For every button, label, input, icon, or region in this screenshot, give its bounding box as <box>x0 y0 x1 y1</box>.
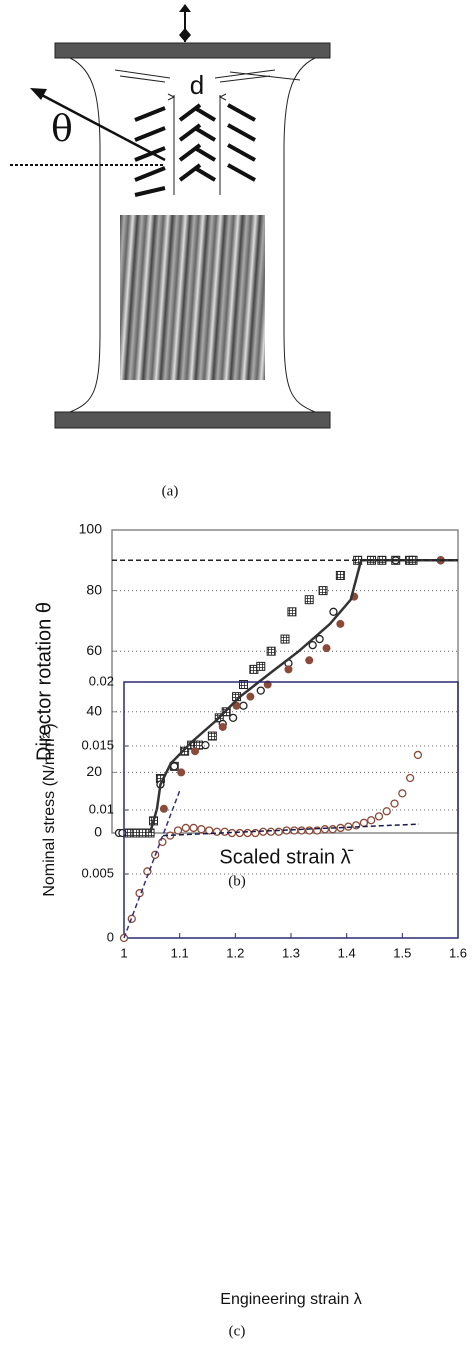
x-tick-label: 1.2 <box>226 945 244 960</box>
marker <box>256 661 266 671</box>
marker <box>374 812 384 821</box>
marker <box>335 570 345 580</box>
marker <box>189 823 198 833</box>
marker <box>266 827 276 836</box>
marker <box>243 828 252 838</box>
y-tick-label: 80 <box>86 581 102 597</box>
sample-edge <box>283 57 316 413</box>
x-tick-label: 1.3 <box>282 945 300 960</box>
marker <box>181 823 190 833</box>
arrow-head <box>179 4 191 42</box>
marker <box>246 692 255 701</box>
marker <box>212 827 222 836</box>
marker <box>201 740 210 750</box>
marker <box>367 816 376 825</box>
theta-label: θ <box>51 109 73 150</box>
diagram: d θ (a) <box>10 4 331 499</box>
x-tick-label: 1.4 <box>338 945 356 960</box>
marker <box>328 825 337 834</box>
marker <box>329 607 338 616</box>
director-lines <box>114 69 301 83</box>
spacing-label: d <box>190 70 204 100</box>
marker <box>173 826 183 835</box>
marker <box>205 826 214 835</box>
marker <box>336 619 345 628</box>
marker <box>170 762 179 771</box>
marker <box>256 686 265 695</box>
y-tick-label: 100 <box>79 521 103 537</box>
y-tick-label: 0.005 <box>81 865 114 880</box>
spacing-arrow <box>167 93 227 101</box>
marker <box>351 821 361 830</box>
director-dashes <box>134 103 256 197</box>
marker <box>382 807 391 816</box>
marker <box>177 768 186 777</box>
y-tick-label: 60 <box>86 642 102 658</box>
marker <box>305 656 314 665</box>
marker <box>274 827 283 836</box>
texture-image <box>120 215 265 380</box>
y-tick-label: 0 <box>107 929 114 944</box>
marker <box>266 646 276 656</box>
x-axis-label: Scaled strain λ̄ <box>219 846 353 868</box>
x-tick-label: 1.1 <box>171 945 189 960</box>
marker <box>238 680 248 690</box>
y-axis-label: Nominal stress (N/mm² ) <box>41 723 58 896</box>
marker <box>239 701 248 710</box>
marker <box>304 595 314 605</box>
y-axis-label: Director rotation θ <box>33 602 55 761</box>
caption: (c) <box>229 1323 246 1339</box>
marker <box>322 644 331 653</box>
marker <box>413 750 423 760</box>
marker <box>220 827 229 836</box>
x-tick-label: 1 <box>120 945 127 960</box>
caption: (a) <box>162 483 179 499</box>
marker <box>180 746 190 756</box>
marker <box>315 634 324 644</box>
marker <box>390 799 399 808</box>
series-line <box>123 790 181 939</box>
plot-frame <box>123 681 459 939</box>
marker <box>305 826 314 835</box>
y-tick-label: 0 <box>94 824 102 840</box>
marker <box>207 731 217 741</box>
marker <box>280 634 290 644</box>
marker <box>398 789 407 798</box>
marker <box>191 747 200 756</box>
marker <box>297 826 306 835</box>
marker <box>197 825 206 834</box>
arrow-head <box>30 88 47 100</box>
marker <box>159 804 168 813</box>
x-axis-label: Engineering strain λ <box>220 1291 361 1308</box>
x-tick-label: 1.6 <box>449 945 467 960</box>
sample-edge <box>69 57 101 413</box>
marker <box>318 586 328 596</box>
series-line <box>162 823 420 837</box>
y-tick-label: 40 <box>86 703 102 719</box>
y-tick-label: 0.01 <box>89 801 114 816</box>
director-arrow <box>37 91 166 162</box>
marker <box>251 828 260 838</box>
marker <box>287 607 297 617</box>
series-line <box>148 559 458 834</box>
marker <box>284 665 293 674</box>
marker <box>405 773 415 783</box>
top-clamp <box>54 42 331 59</box>
caption: (b) <box>228 873 246 889</box>
marker <box>118 828 127 838</box>
marker <box>218 722 227 731</box>
bottom-clamp <box>54 411 331 429</box>
marker <box>308 640 317 650</box>
marker <box>235 828 244 838</box>
y-tick-label: 0.015 <box>81 737 114 752</box>
marker <box>228 713 238 723</box>
marker <box>320 825 330 834</box>
marker <box>359 818 369 827</box>
y-tick-label: 20 <box>86 763 102 779</box>
x-tick-label: 1.5 <box>393 945 411 960</box>
y-tick-label: 0.02 <box>89 673 114 688</box>
